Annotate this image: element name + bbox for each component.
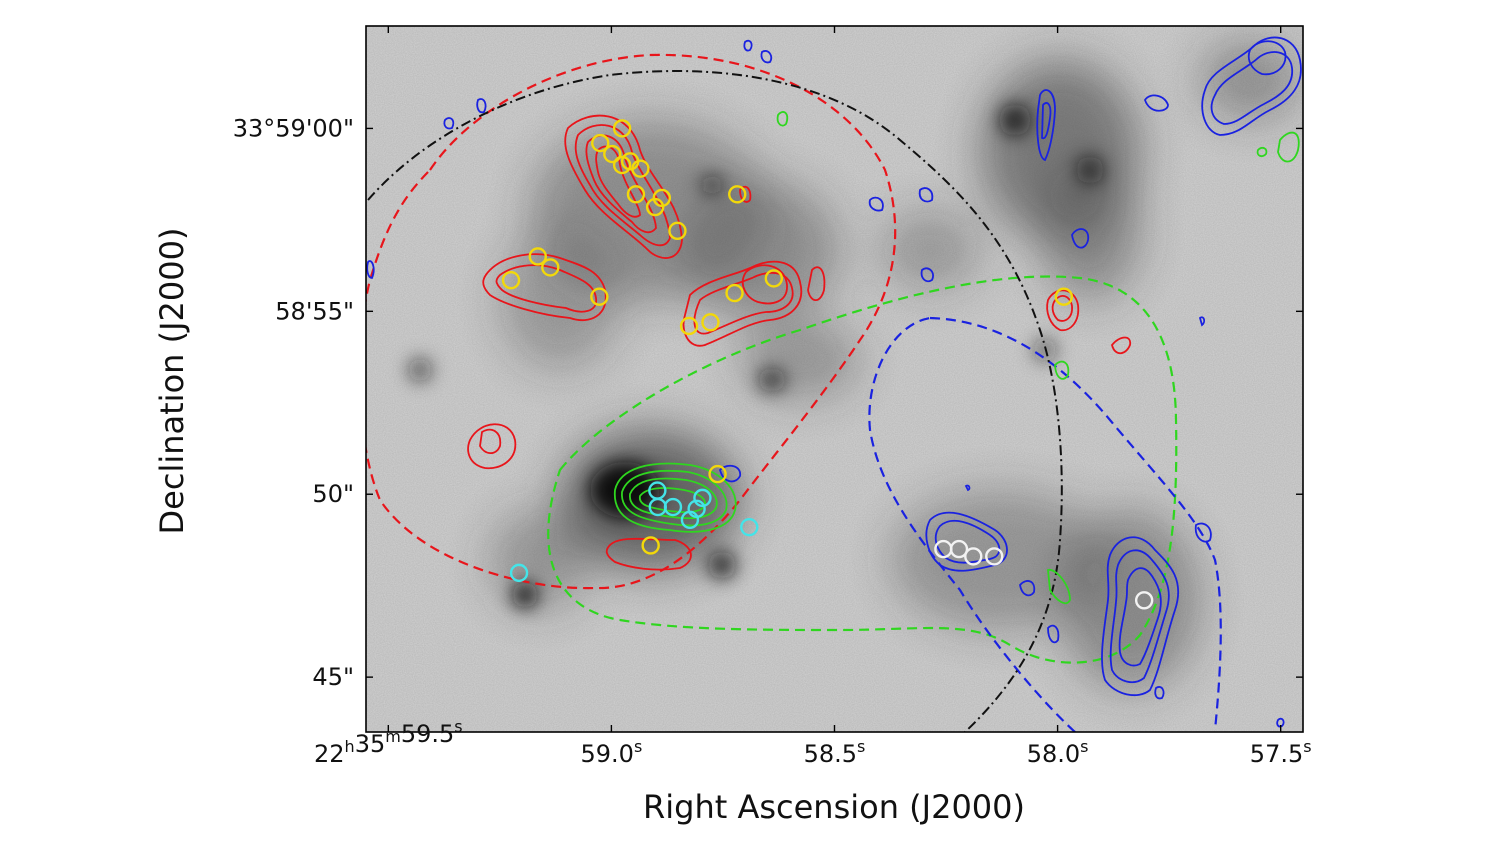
yellow-marker (541, 258, 560, 277)
x-tick-label: 58.5s (804, 737, 866, 768)
green-dashed-region (547, 275, 1178, 664)
black-dashdot-region (367, 70, 1063, 732)
yellow-marker (708, 464, 727, 484)
y-tick-label: 58'55" (275, 297, 354, 325)
yellow-marker (612, 119, 632, 138)
x-tick-label: 58.0s (1027, 737, 1089, 768)
y-tick-label: 45" (312, 663, 354, 691)
yellow-marker (591, 133, 610, 153)
blue-contours (366, 36, 1302, 728)
yellow-marker (645, 197, 665, 217)
cyan-marker (663, 497, 683, 517)
y-tick-label: 33°59'00" (233, 114, 354, 142)
yellow-marker (626, 185, 646, 204)
yellow-marker (501, 271, 521, 290)
yellow-marker (725, 283, 744, 303)
x-tick-label: 59.0s (581, 737, 643, 768)
yellow-marker (764, 269, 784, 288)
region-outlines (366, 53, 1222, 732)
yellow-marker (679, 316, 699, 336)
white-marker (1134, 591, 1154, 610)
y-tick-label: 50" (312, 480, 354, 508)
white-marker (985, 547, 1004, 566)
white-marker (964, 547, 983, 566)
white-marker (949, 539, 969, 559)
yellow-marker (728, 185, 747, 204)
cyan-marker (740, 517, 759, 537)
background-image (366, 26, 1303, 732)
yellow-marker (603, 144, 622, 164)
source-markers (501, 119, 1154, 610)
yellow-marker (590, 287, 609, 306)
x-tick-label: 57.5s (1250, 737, 1312, 768)
cyan-marker (680, 510, 700, 530)
yellow-marker (641, 536, 660, 555)
cyan-marker (509, 563, 529, 583)
red-dashed-region (366, 53, 897, 590)
yellow-marker (668, 221, 687, 241)
y-axis-title: Declination (J2000) (153, 228, 191, 535)
yellow-marker (528, 247, 547, 266)
yellow-marker (1054, 287, 1074, 306)
cyan-marker (693, 488, 712, 508)
x-tick-label: 22h35m59.5s (314, 717, 463, 768)
yellow-marker (701, 313, 720, 332)
blue-dashed-region (868, 316, 1222, 732)
x-axis-title: Right Ascension (J2000) (643, 788, 1025, 826)
contour-groups (366, 36, 1302, 728)
axis-ticks: 22h35m59.5s 59.0s 58.5s 58.0s 57.5s 33°59'00"… (233, 26, 1312, 768)
yellow-marker (652, 188, 672, 208)
yellow-marker (631, 159, 650, 178)
